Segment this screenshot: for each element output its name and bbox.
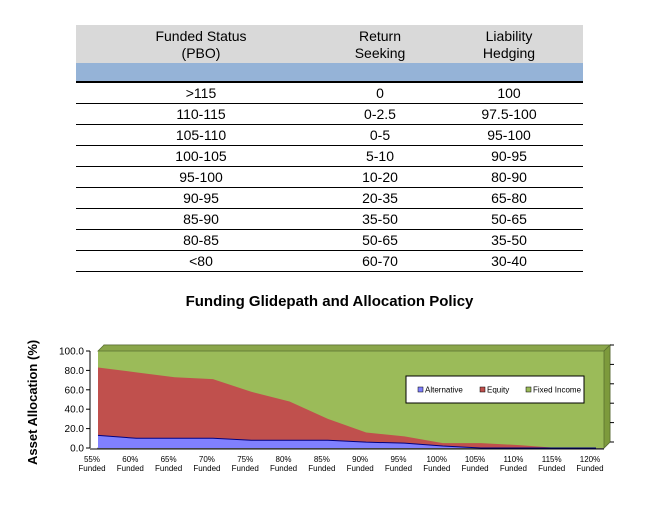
y-tick-label: 0.0 (70, 444, 84, 455)
cell-return-seeking: 0-2.5 (364, 106, 396, 122)
table-row: 110-115 0-2.5 97.5-100 (76, 104, 583, 125)
cell-return-seeking: 20-35 (362, 190, 398, 206)
cell-liability-hedging: 95-100 (487, 127, 531, 143)
table-header: Funded Status (PBO) Return Seeking Liabili… (76, 25, 583, 63)
x-tick-label: 80% (276, 455, 292, 464)
x-tick-sublabel: Funded (462, 464, 489, 473)
legend-label: Equity (487, 386, 509, 395)
cell-liability-hedging: 35-50 (491, 232, 527, 248)
table-row: 105-110 0-5 95-100 (76, 125, 583, 146)
header-funded-status: Funded Status (PBO) (155, 28, 247, 61)
cell-return-seeking: 35-50 (362, 211, 398, 227)
table-row: 80-85 50-65 35-50 (76, 230, 583, 251)
x-tick-label: 105% (465, 455, 485, 464)
x-tick-label: 95% (390, 455, 406, 464)
alternative-line (97, 434, 596, 449)
cell-return-seeking: 10-20 (362, 169, 398, 185)
x-tick-sublabel: Funded (117, 464, 144, 473)
x-tick-label: 85% (314, 455, 330, 464)
cell-funded-status: 110-115 (176, 106, 226, 122)
header-return-seeking: Return Seeking (354, 28, 406, 61)
table-row: <80 60-70 30-40 (76, 251, 583, 272)
table-row: 90-95 20-35 65-80 (76, 188, 583, 209)
header-band (76, 63, 583, 83)
cell-return-seeking: 50-65 (362, 232, 398, 248)
y-tick-label: 60.0 (65, 385, 85, 396)
cell-liability-hedging: 80-90 (491, 169, 527, 185)
header-liability-hedging: Liability Hedging (482, 28, 536, 61)
cell-liability-hedging: 97.5-100 (481, 106, 537, 122)
legend-label: Alternative (425, 386, 463, 395)
legend-box (405, 375, 585, 404)
fixed-income-side (603, 344, 611, 449)
x-tick-sublabel: Funded (78, 464, 105, 473)
x-tick-sublabel: Funded (423, 464, 450, 473)
legend-swatch (479, 386, 486, 393)
x-tick-sublabel: Funded (232, 464, 259, 473)
x-tick-label: 120% (580, 455, 600, 464)
cell-liability-hedging: 65-80 (491, 190, 527, 206)
legend-swatch (417, 386, 424, 393)
chart-title: Funding Glidepath and Allocation Policy (185, 293, 474, 310)
y-tick-label: 20.0 (65, 424, 85, 435)
cell-liability-hedging: 50-65 (491, 211, 527, 227)
cell-return-seeking: 0 (376, 85, 384, 101)
cell-funded-status: 105-110 (175, 127, 227, 143)
area-equity (98, 367, 604, 448)
table-row: 95-100 10-20 80-90 (76, 167, 583, 188)
cell-funded-status: <80 (189, 253, 213, 269)
x-tick-sublabel: Funded (500, 464, 527, 473)
cell-return-seeking: 5-10 (365, 148, 395, 164)
x-tick-label: 60% (122, 455, 138, 464)
cell-funded-status: 80-85 (183, 232, 219, 248)
table-row: 100-105 5-10 90-95 (76, 146, 583, 167)
table-body: >115 0 100 110-115 0-2.5 97.5-100 105-110 0-5 95… (76, 83, 583, 272)
x-tick-sublabel: Funded (347, 464, 374, 473)
cell-liability-hedging: 30-40 (491, 253, 527, 269)
x-tick-sublabel: Funded (538, 464, 565, 473)
x-tick-sublabel: Funded (385, 464, 412, 473)
x-tick-label: 115% (542, 455, 562, 464)
cell-funded-status: 95-100 (179, 169, 223, 185)
x-tick-label: 110% (503, 455, 523, 464)
cell-funded-status: 90-95 (183, 190, 219, 206)
legend-swatch (525, 386, 532, 393)
cell-return-seeking: 0-5 (369, 127, 391, 143)
cell-liability-hedging: 100 (497, 85, 521, 101)
y-tick-label: 80.0 (65, 366, 85, 377)
table-row: >115 0 100 (76, 83, 583, 104)
x-tick-label: 55% (84, 455, 100, 464)
x-tick-sublabel: Funded (308, 464, 335, 473)
x-tick-sublabel: Funded (193, 464, 220, 473)
cell-funded-status: 85-90 (183, 211, 219, 227)
legend-label: Fixed Income (533, 386, 582, 395)
x-tick-sublabel: Funded (270, 464, 297, 473)
allocation-table: Funded Status (PBO) Return Seeking Liabili… (76, 25, 583, 272)
x-tick-label: 100% (427, 455, 447, 464)
cell-liability-hedging: 90-95 (491, 148, 527, 164)
cell-funded-status: 100-105 (175, 148, 227, 164)
x-tick-sublabel: Funded (576, 464, 603, 473)
y-tick-label: 100.0 (59, 347, 84, 358)
y-tick-label: 40.0 (65, 405, 85, 416)
x-tick-label: 70% (199, 455, 215, 464)
x-tick-label: 75% (237, 455, 253, 464)
x-tick-label: 65% (161, 455, 177, 464)
cell-return-seeking: 60-70 (362, 253, 398, 269)
x-tick-sublabel: Funded (155, 464, 182, 473)
fixed-income-top-edge (97, 344, 611, 352)
cell-funded-status: >115 (185, 85, 217, 101)
x-tick-label: 90% (352, 455, 368, 464)
table-row: 85-90 35-50 50-65 (76, 209, 583, 230)
